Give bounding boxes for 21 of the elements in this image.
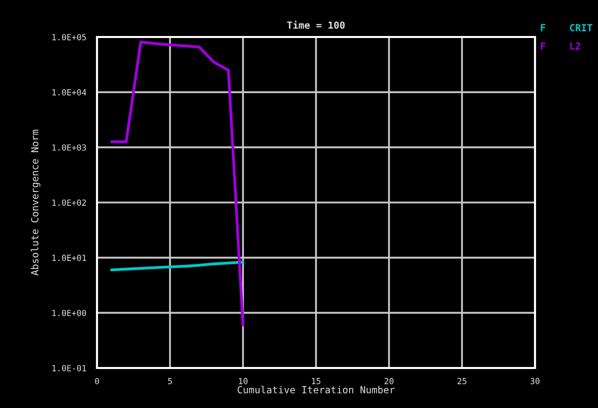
x-tick-label: 25 [458,378,466,384]
y-tick-label: 1.0E+01 [52,254,86,261]
line-series [110,260,244,272]
x-tick-label: 15 [312,378,320,384]
line-series [110,40,244,326]
x-tick-label: 30 [530,378,540,384]
x-tick-label: 0 [95,378,99,384]
text: F CRIT [540,24,592,32]
y-tick-label: 1.0E-01 [52,365,86,372]
y-tick-label: 1.0E+02 [52,200,86,206]
text: F L2 [540,42,580,50]
y-tick-label: 1.0E+00 [52,310,86,316]
y-tick-label: 1.0E+03 [52,144,86,151]
x-tick-label: 20 [384,378,394,384]
y-tick-label: 1.0E+04 [52,89,86,96]
x-axis-title: Cumulative Iteration Number [238,386,395,394]
x-tick-label: 10 [238,378,248,384]
chart-title: Time = 100 [287,20,345,29]
x-tick-label: 5 [168,378,172,384]
y-axis-title: Absolute Convergence Norm [30,130,40,276]
y-tick-label: 1.0E+05 [52,34,86,40]
